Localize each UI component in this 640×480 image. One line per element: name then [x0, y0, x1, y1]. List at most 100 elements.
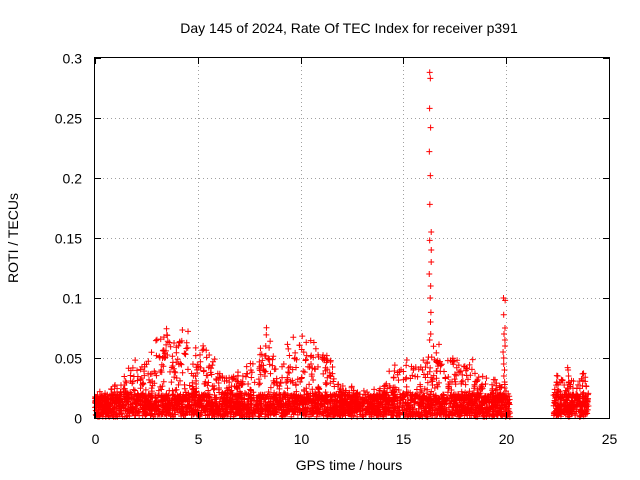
- data-point: [241, 390, 248, 397]
- data-point: [573, 408, 580, 415]
- data-point: [147, 398, 154, 405]
- data-point: [309, 411, 316, 418]
- data-point: [345, 411, 352, 418]
- data-point: [428, 259, 435, 265]
- data-point: [285, 369, 292, 376]
- data-point: [308, 398, 315, 405]
- data-point: [148, 394, 155, 401]
- y-tick-label: 0.2: [63, 171, 83, 187]
- data-point: [427, 364, 434, 371]
- data-point: [428, 247, 435, 253]
- data-point: [397, 397, 404, 404]
- data-point: [499, 394, 506, 401]
- x-tick-label: 10: [294, 431, 310, 447]
- data-point: [283, 379, 290, 386]
- data-point: [467, 392, 474, 399]
- data-point: [319, 410, 326, 417]
- data-point: [272, 406, 279, 413]
- data-point: [551, 410, 558, 417]
- data-point: [266, 344, 273, 351]
- data-point: [229, 395, 236, 402]
- data-point: [206, 408, 213, 415]
- data-point: [139, 381, 146, 388]
- data-point: [474, 408, 481, 415]
- data-point: [430, 372, 437, 379]
- data-point: [334, 411, 341, 418]
- data-point: [304, 408, 311, 415]
- data-point: [505, 396, 512, 403]
- data-point: [271, 403, 278, 410]
- data-point: [302, 398, 309, 405]
- data-point: [258, 351, 265, 358]
- data-point: [245, 381, 252, 388]
- data-point: [454, 401, 461, 408]
- data-point: [199, 347, 206, 354]
- data-point: [204, 401, 211, 408]
- data-point: [263, 324, 270, 331]
- data-point: [213, 375, 220, 382]
- data-point: [426, 201, 433, 208]
- data-point: [323, 397, 330, 404]
- data-point: [498, 398, 505, 405]
- data-point: [122, 378, 129, 385]
- data-point: [279, 395, 286, 402]
- data-point: [385, 401, 392, 408]
- data-point: [420, 400, 427, 407]
- data-point: [480, 412, 487, 419]
- data-point: [479, 373, 486, 380]
- data-point: [474, 377, 481, 384]
- data-point: [188, 412, 195, 419]
- data-point: [228, 374, 235, 381]
- data-point: [398, 404, 405, 411]
- data-point: [579, 370, 586, 377]
- data-point: [248, 397, 255, 404]
- data-point: [427, 309, 434, 316]
- data-point: [346, 401, 353, 408]
- data-point: [261, 396, 268, 403]
- data-point: [233, 398, 240, 405]
- data-point: [437, 403, 444, 410]
- data-point: [192, 352, 199, 359]
- data-point: [225, 384, 232, 391]
- data-point: [203, 372, 210, 379]
- data-point: [209, 409, 216, 416]
- data-point: [427, 331, 434, 337]
- data-point: [501, 379, 508, 385]
- data-point: [489, 411, 496, 418]
- data-point: [235, 402, 242, 409]
- data-point: [312, 345, 319, 352]
- data-point: [271, 395, 278, 402]
- data-point: [389, 397, 396, 404]
- data-point: [175, 381, 182, 388]
- data-point: [585, 390, 592, 397]
- data-point: [173, 349, 180, 356]
- data-point: [243, 391, 250, 398]
- data-point: [426, 105, 433, 112]
- data-point: [110, 397, 117, 404]
- data-point: [392, 394, 399, 401]
- data-point: [137, 385, 144, 392]
- data-point: [189, 379, 196, 386]
- data-point: [552, 391, 559, 398]
- data-point: [366, 393, 373, 400]
- data-point: [218, 407, 225, 414]
- data-point: [123, 379, 130, 386]
- data-point: [333, 398, 340, 405]
- data-point: [306, 381, 313, 388]
- data-point: [500, 349, 507, 355]
- data-point: [130, 373, 137, 380]
- data-point: [272, 392, 279, 399]
- data-point: [137, 402, 144, 409]
- data-point: [337, 397, 344, 404]
- data-point: [161, 354, 168, 361]
- data-point: [365, 394, 372, 401]
- data-point: [445, 383, 452, 390]
- data-point: [433, 349, 440, 356]
- data-point: [453, 394, 460, 401]
- data-point: [291, 355, 298, 362]
- data-point: [431, 406, 438, 413]
- data-point: [193, 385, 200, 392]
- data-point: [223, 377, 230, 384]
- data-point: [566, 399, 573, 406]
- data-point: [173, 374, 180, 381]
